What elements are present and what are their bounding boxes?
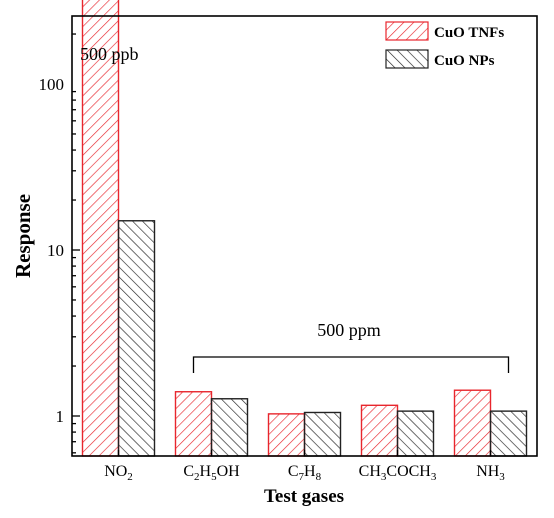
bracket-line [192,356,510,373]
legend-label-cuo-tnfs: CuO TNFs [434,25,504,41]
x-tick-label: NO2 [104,463,133,483]
y-axis-ticks: 1 10 100 [39,33,80,454]
bar-cuo-tnfs-4 [360,404,399,457]
y-axis-label: Response [11,194,35,278]
bar-cuo-nps-1 [117,220,156,457]
bar-cuo-tnfs-1 [81,0,120,457]
x-axis-ticks: NO2 C2H5OH C7H8 CH3COCH3 NH3 [104,450,505,483]
x-tick-label: C2H5OH [183,463,240,483]
x-tick-label: NH3 [476,463,505,483]
x-tick-label: C7H8 [288,463,322,483]
bar-cuo-tnfs-2 [174,391,213,457]
y-tick-label: 1 [56,407,65,426]
bar-cuo-tnfs-5 [453,389,492,457]
bar-cuo-nps-2 [210,398,249,457]
bar-cuo-nps-3 [303,411,342,457]
annotation-500-ppm: 500 ppm [317,320,381,340]
x-axis-label: Test gases [264,486,344,507]
y-tick-label: 10 [47,241,64,260]
legend-swatch-cuo-tnfs [385,21,429,41]
bar-cuo-nps-5 [489,410,528,457]
legend-label-cuo-nps: CuO NPs [434,53,495,69]
legend: CuO TNFs CuO NPs [385,21,504,69]
bar-cuo-tnfs-3 [267,413,306,457]
bar-cuo-nps-4 [396,410,435,457]
ppm-bracket [192,356,510,373]
y-tick-label: 100 [39,75,65,94]
annotation-500-ppb: 500 ppb [80,44,139,64]
legend-swatch-cuo-nps [385,49,429,69]
x-tick-label: CH3COCH3 [359,463,437,483]
